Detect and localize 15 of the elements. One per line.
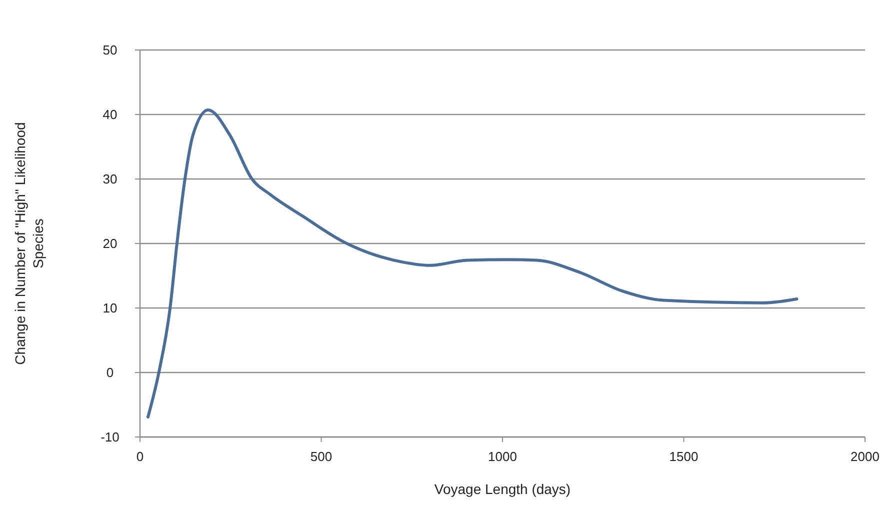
y-tick-label: 40 — [102, 107, 118, 122]
y-tick-label: 0 — [106, 365, 114, 380]
x-tick-label: 0 — [136, 449, 144, 464]
y-tick-label: 20 — [102, 236, 118, 252]
y-tick-label: -10 — [100, 430, 120, 445]
x-axis-title: Voyage Length (days) — [434, 481, 571, 497]
x-tick-label: 500 — [310, 449, 332, 464]
line-series — [146, 108, 798, 419]
y-tick-label: 10 — [102, 300, 118, 316]
x-tick-label: 2000 — [850, 449, 880, 464]
y-tick-label: 30 — [102, 172, 118, 187]
y-axis-title: Change in Number of "High" Likelihood Species — [12, 122, 46, 365]
x-tick-label: 1500 — [669, 449, 698, 464]
y-tick-label: 50 — [102, 42, 118, 58]
x-tick-label: 1000 — [488, 449, 517, 464]
